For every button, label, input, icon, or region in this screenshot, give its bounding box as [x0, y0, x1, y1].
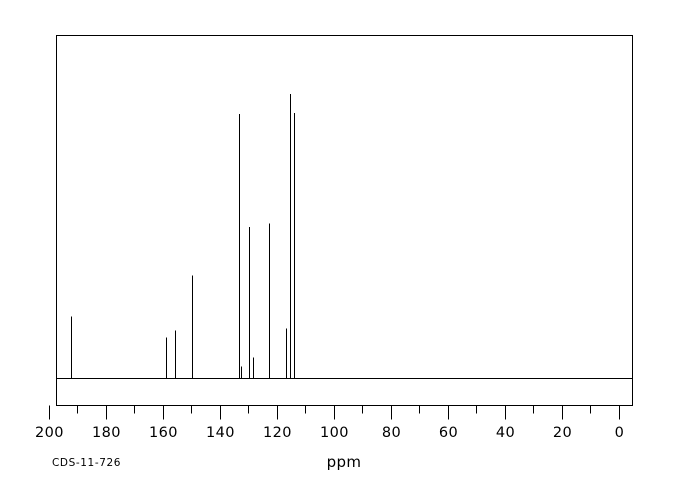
x-axis-tick-label: 200: [35, 425, 64, 441]
x-axis-tick-labels-group: 200 180 160 140 120 100 80 60 40 20 0: [35, 425, 624, 441]
x-axis-tick-label: 80: [382, 425, 401, 441]
x-axis-tick-label: 140: [206, 425, 235, 441]
plot-frame: [55, 34, 634, 407]
x-axis-tick-label: 20: [553, 425, 572, 441]
x-axis-ticks-group: [48, 405, 621, 420]
x-axis-tick-label: 0: [615, 425, 625, 441]
x-axis-tick-label: 160: [149, 425, 178, 441]
x-axis-unit-label: ppm: [327, 453, 362, 471]
sample-code-label: CDS-11-726: [52, 457, 121, 469]
peak-series-group: [70, 93, 296, 379]
x-axis-tick-label: 120: [263, 425, 292, 441]
x-axis-tick-label: 100: [320, 425, 349, 441]
x-axis-tick-label: 60: [439, 425, 458, 441]
x-axis-tick-label: 180: [92, 425, 121, 441]
x-axis-tick-label: 40: [496, 425, 515, 441]
